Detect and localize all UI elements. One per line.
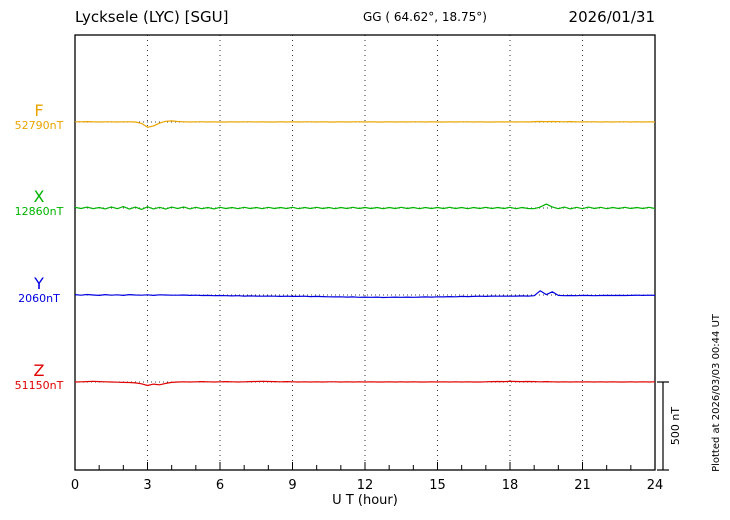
trace-X (74, 203, 656, 210)
x-tick-label-21: 21 (574, 478, 591, 493)
channel-label-Y: Y 2060nT (8, 275, 70, 305)
channel-letter-Y: Y (34, 274, 44, 293)
channel-baseline-Z: 51150nT (14, 378, 64, 392)
channel-letter-Z: Z (33, 361, 45, 380)
channel-baseline-F: 52790nT (14, 118, 64, 132)
x-tick-label-0: 0 (71, 478, 79, 493)
x-tick-label-6: 6 (216, 478, 224, 493)
x-tick-label-18: 18 (502, 478, 519, 493)
x-tick-label-15: 15 (429, 478, 446, 493)
plotted-timestamp-note: Plotted at 2026/03/03 00:44 UT (711, 314, 722, 472)
scale-bar-label: 500 nT (669, 407, 682, 445)
channel-label-F: F 52790nT (8, 102, 70, 132)
channel-baseline-Y: 2060nT (18, 291, 60, 305)
channel-letter-X: X (33, 187, 45, 206)
station-title: Lycksele (LYC) [SGU] (75, 8, 229, 26)
trace-Z (74, 380, 656, 387)
channel-baseline-X: 12860nT (14, 204, 64, 218)
channel-label-Z: Z 51150nT (8, 362, 70, 392)
x-tick-label-3: 3 (143, 478, 151, 493)
geo-coordinates: GG ( 64.62°, 18.75°) (363, 10, 487, 24)
channel-letter-F: F (34, 101, 44, 120)
trace-F (75, 120, 656, 128)
x-tick-label-9: 9 (288, 478, 296, 493)
x-axis-title: U T (hour) (332, 493, 398, 508)
x-tick-label-12: 12 (357, 478, 374, 493)
plot-frame (74, 34, 656, 471)
observation-date: 2026/01/31 (568, 8, 655, 26)
x-tick-label-24: 24 (647, 478, 664, 493)
channel-label-X: X 12860nT (8, 188, 70, 218)
trace-Y (74, 290, 656, 299)
